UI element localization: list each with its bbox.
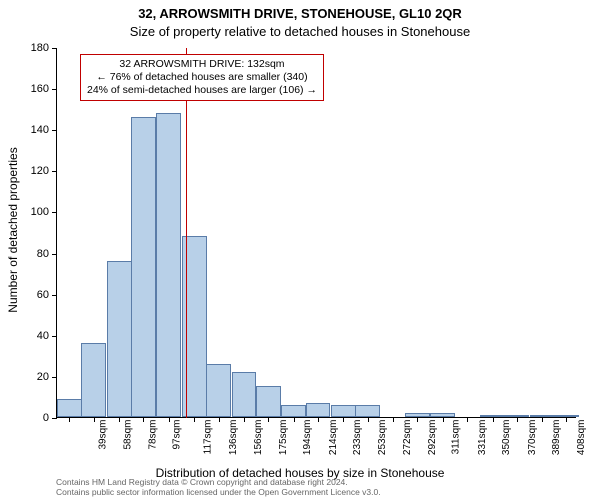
histogram-bar — [156, 113, 181, 417]
y-axis-label: Number of detached properties — [6, 147, 20, 312]
histogram-bar — [256, 386, 281, 417]
ytick-label: 160 — [19, 83, 49, 95]
ytick — [52, 48, 57, 49]
xtick — [143, 417, 144, 422]
xtick-label: 311sqm — [451, 420, 462, 455]
histogram-bar — [232, 372, 257, 417]
histogram-plot: 02040608010012014016018039sqm58sqm78sqm9… — [56, 48, 576, 418]
xtick — [393, 417, 394, 422]
xtick-label: 253sqm — [378, 420, 389, 456]
xtick — [69, 417, 70, 422]
xtick — [542, 417, 543, 422]
annotation-line: 32 ARROWSMITH DRIVE: 132sqm — [87, 58, 317, 71]
ytick — [52, 171, 57, 172]
annotation-box: 32 ARROWSMITH DRIVE: 132sqm← 76% of deta… — [80, 54, 324, 101]
histogram-bar — [306, 403, 331, 417]
xtick — [566, 417, 567, 422]
xtick-label: 214sqm — [328, 420, 339, 456]
xtick — [294, 417, 295, 422]
ytick — [52, 130, 57, 131]
histogram-bar — [81, 343, 106, 417]
xtick-label: 136sqm — [228, 420, 239, 456]
xtick — [318, 417, 319, 422]
xtick-label: 175sqm — [278, 420, 289, 456]
xtick-label: 233sqm — [352, 420, 363, 456]
xtick — [244, 417, 245, 422]
page-subtitle: Size of property relative to detached ho… — [0, 24, 600, 39]
xtick — [517, 417, 518, 422]
xtick — [268, 417, 269, 422]
xtick — [368, 417, 369, 422]
histogram-bar — [281, 405, 306, 417]
ytick-label: 140 — [19, 124, 49, 136]
ytick — [52, 254, 57, 255]
xtick-label: 97sqm — [172, 420, 183, 450]
xtick-label: 194sqm — [302, 420, 313, 456]
xtick — [169, 417, 170, 422]
ytick — [52, 418, 57, 419]
ytick-label: 20 — [19, 371, 49, 383]
histogram-bar — [131, 117, 156, 417]
ytick — [52, 377, 57, 378]
ytick — [52, 336, 57, 337]
histogram-bar — [107, 261, 132, 417]
xtick-label: 39sqm — [98, 420, 109, 450]
annotation-line: 24% of semi-detached houses are larger (… — [87, 84, 317, 97]
ytick — [52, 295, 57, 296]
ytick-label: 120 — [19, 165, 49, 177]
ytick — [52, 212, 57, 213]
histogram-bar — [206, 364, 231, 417]
page-title-address: 32, ARROWSMITH DRIVE, STONEHOUSE, GL10 2… — [0, 6, 600, 21]
xtick-label: 58sqm — [122, 420, 133, 450]
xtick-label: 331sqm — [477, 420, 488, 456]
xtick — [219, 417, 220, 422]
ytick-label: 80 — [19, 248, 49, 260]
xtick-label: 156sqm — [253, 420, 264, 456]
xtick — [417, 417, 418, 422]
xtick-label: 408sqm — [576, 420, 587, 456]
xtick-label: 350sqm — [501, 420, 512, 456]
xtick-label: 370sqm — [527, 420, 538, 456]
histogram-bar — [57, 399, 82, 418]
reference-line — [186, 48, 187, 418]
footer-line2: Contains public sector information licen… — [56, 488, 381, 498]
xtick-label: 117sqm — [202, 420, 213, 455]
xtick — [119, 417, 120, 422]
annotation-line: ← 76% of detached houses are smaller (34… — [87, 71, 317, 84]
xtick — [493, 417, 494, 422]
xtick-label: 272sqm — [402, 420, 413, 456]
ytick-label: 60 — [19, 289, 49, 301]
xtick — [94, 417, 95, 422]
xtick — [467, 417, 468, 422]
xtick-label: 389sqm — [551, 420, 562, 456]
ytick-label: 40 — [19, 330, 49, 342]
histogram-bar — [355, 405, 380, 417]
xtick-label: 78sqm — [148, 420, 159, 450]
histogram-bar — [331, 405, 356, 417]
xtick — [443, 417, 444, 422]
xtick — [194, 417, 195, 422]
ytick-label: 0 — [19, 412, 49, 424]
xtick-label: 292sqm — [427, 420, 438, 456]
ytick-label: 100 — [19, 206, 49, 218]
xtick — [343, 417, 344, 422]
ytick — [52, 89, 57, 90]
footer-attribution: Contains HM Land Registry data © Crown c… — [56, 478, 381, 498]
ytick-label: 180 — [19, 42, 49, 54]
